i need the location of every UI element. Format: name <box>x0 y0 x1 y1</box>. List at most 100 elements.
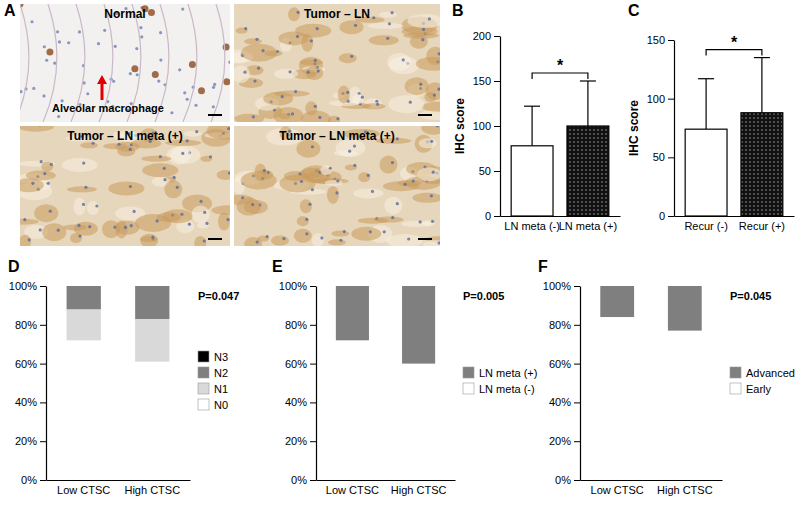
texture <box>20 235 31 246</box>
panel: 050100150200LN meta (-)LN meta (+)IHC sc… <box>453 30 621 232</box>
legend-label: LN meta (-) <box>479 383 535 395</box>
texture <box>362 103 386 109</box>
x-tick: Low CTSC <box>591 480 644 496</box>
texture <box>181 7 184 10</box>
y-tick-mark <box>494 216 500 217</box>
legend-swatch <box>198 351 209 362</box>
texture <box>108 182 144 196</box>
error-cap <box>698 78 714 79</box>
texture <box>178 68 181 71</box>
texture <box>129 72 132 75</box>
image-title: Tumor – LN meta (+) <box>279 129 394 143</box>
x-tick: LN meta (-) <box>504 216 560 232</box>
texture <box>34 204 58 222</box>
y-tick-label: 50 <box>479 165 491 177</box>
x-axis-line <box>47 480 191 481</box>
texture <box>151 235 154 238</box>
texture <box>163 178 166 181</box>
texture <box>338 85 350 103</box>
legend: LN meta (+)LN meta (-) <box>463 367 537 395</box>
texture <box>211 4 225 122</box>
y-tick: 100% <box>279 280 316 292</box>
bar-segment <box>336 286 369 340</box>
texture <box>135 47 138 50</box>
panel: 0%20%40%60%80%100%Low CTSCHigh CTSCP=0.0… <box>9 280 239 496</box>
texture <box>426 47 440 65</box>
texture <box>67 41 70 44</box>
y-tick-label: 0% <box>21 474 37 486</box>
texture <box>424 92 436 102</box>
texture <box>140 35 143 38</box>
x-axis: Low CTSCHigh CTSC <box>47 480 191 496</box>
texture <box>103 29 106 32</box>
x-axis: Low CTSC High CTSC <box>581 480 723 496</box>
texture <box>87 201 99 215</box>
texture <box>282 237 285 240</box>
panel: 0%20%40%60%80%100%Low CTSCHigh CTSCP=0.0… <box>543 280 795 496</box>
y-axis-title: IHC score <box>453 98 467 154</box>
texture <box>396 202 399 205</box>
x-tick-label: High CTSC <box>391 484 447 496</box>
texture <box>256 241 259 244</box>
y-tick-mark <box>668 40 674 41</box>
texture <box>401 221 431 227</box>
texture <box>369 230 372 233</box>
y-tick: 80% <box>15 319 46 331</box>
y-tick-label: 100 <box>647 93 665 105</box>
texture <box>311 145 314 148</box>
y-tick-mark <box>494 36 500 37</box>
bar <box>511 146 553 216</box>
texture <box>20 178 44 192</box>
texture <box>95 204 98 207</box>
texture <box>251 203 254 206</box>
texture <box>348 150 351 153</box>
texture <box>388 95 424 113</box>
legend: AdvancedEarly <box>730 367 795 395</box>
texture <box>131 65 138 72</box>
x-tick: LN meta (+) <box>559 216 617 232</box>
texture <box>331 231 349 237</box>
texture <box>159 31 162 34</box>
texture <box>280 174 316 192</box>
texture <box>252 115 255 118</box>
y-tick: 20% <box>15 435 46 447</box>
y-tick-mark <box>40 325 46 326</box>
texture <box>421 38 424 41</box>
texture <box>57 229 60 232</box>
texture <box>189 61 196 68</box>
y-tick: 80% <box>549 319 580 331</box>
x-tick-label: Recur (-) <box>684 220 727 232</box>
x-tick-label: High CTSC <box>657 484 713 496</box>
texture <box>430 194 433 197</box>
texture <box>402 58 405 61</box>
legend-swatch <box>463 383 474 394</box>
x-axis: LN meta (-)LN meta (+) <box>501 216 621 232</box>
texture <box>148 9 155 16</box>
texture <box>350 55 353 58</box>
texture <box>367 23 403 29</box>
texture <box>440 111 441 114</box>
bar-segment <box>67 286 101 287</box>
texture <box>243 71 246 74</box>
texture <box>328 239 346 245</box>
y-tick-label: 40% <box>285 396 307 408</box>
texture <box>318 116 321 119</box>
texture <box>129 148 132 151</box>
y-tick-mark <box>668 99 674 100</box>
texture <box>136 73 139 76</box>
texture <box>170 111 173 114</box>
texture <box>353 164 356 167</box>
texture <box>200 156 212 162</box>
texture <box>316 27 319 30</box>
y-axis: 0%20%40%60%80%100% <box>543 280 581 486</box>
texture <box>336 117 339 120</box>
texture <box>288 70 291 73</box>
texture <box>320 165 332 175</box>
y-tick: 20% <box>549 435 580 447</box>
y-tick-label: 80% <box>549 319 571 331</box>
y-tick: 40% <box>285 396 316 408</box>
texture <box>263 92 293 106</box>
texture <box>78 30 81 33</box>
texture <box>156 219 159 222</box>
texture <box>308 203 311 206</box>
